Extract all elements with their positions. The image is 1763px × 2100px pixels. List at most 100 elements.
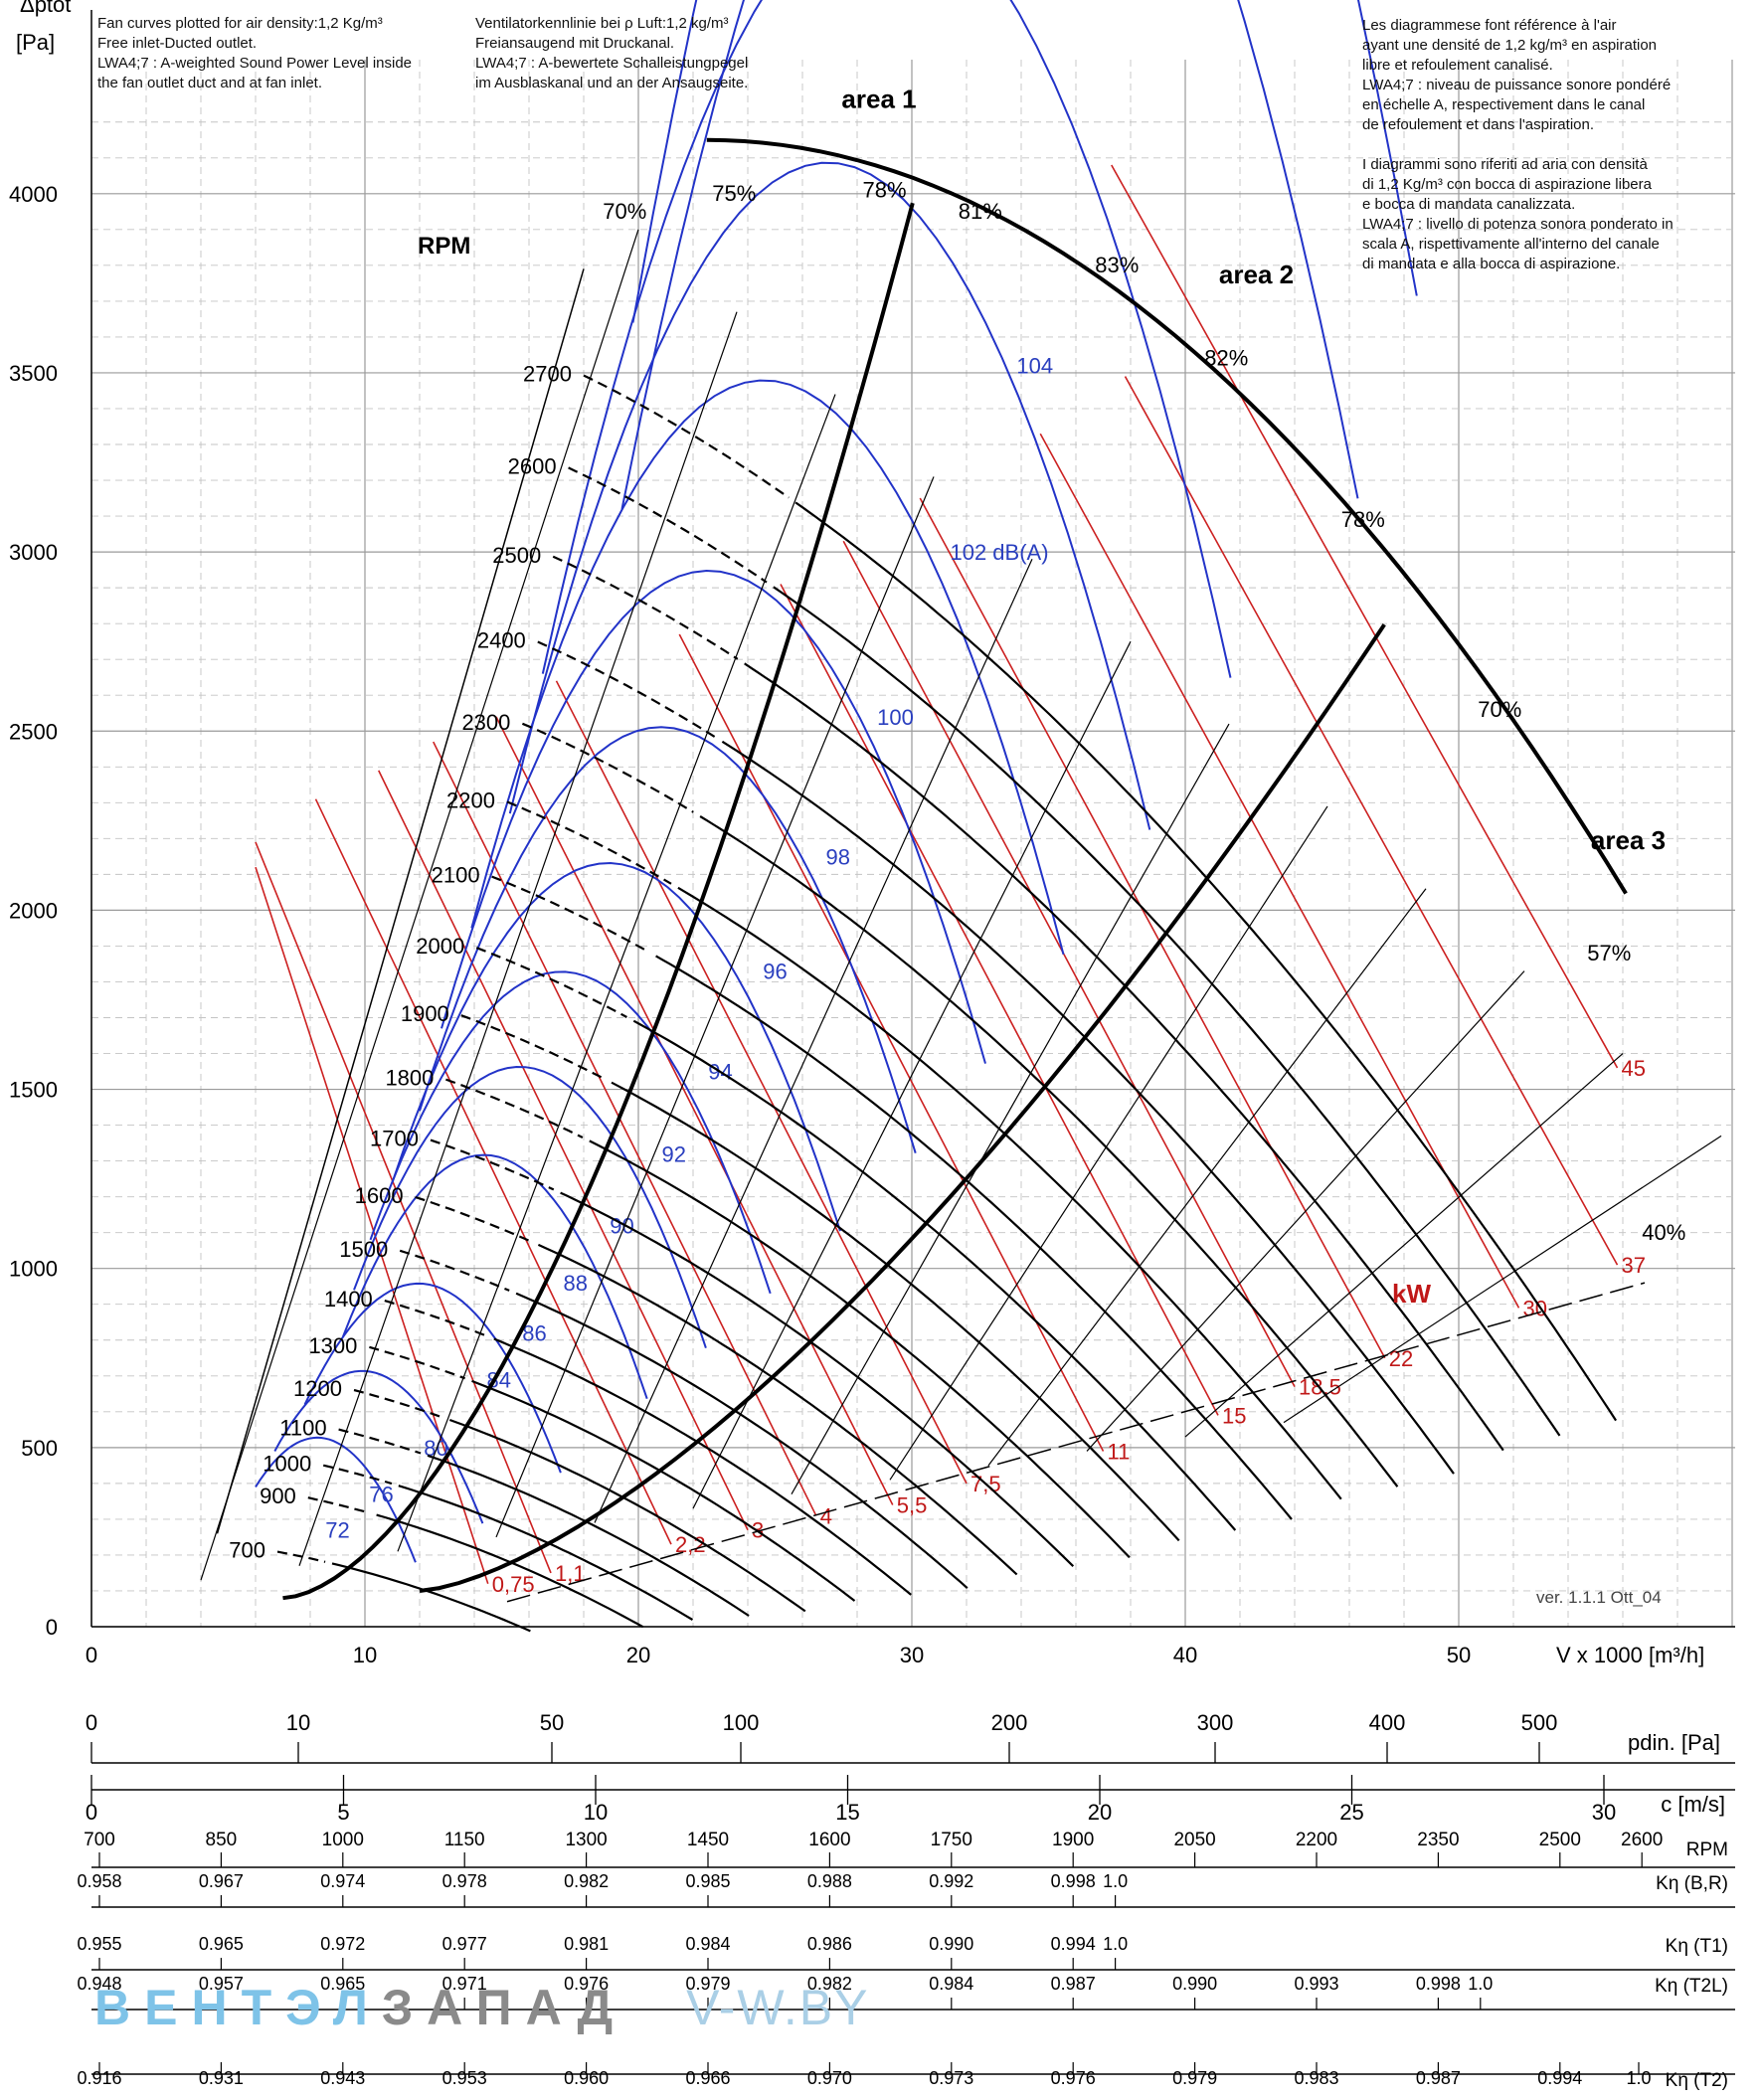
power-line bbox=[780, 584, 1219, 1416]
power-line bbox=[378, 770, 749, 1531]
rpm-curve bbox=[398, 1485, 694, 1621]
power-label: 22 bbox=[1389, 1346, 1413, 1371]
k-row-value: 0.987 bbox=[1416, 2068, 1461, 2088]
c-tick-label: 5 bbox=[337, 1800, 349, 1825]
k-row-value: 0.979 bbox=[685, 1974, 730, 1994]
k-row-value: 0.981 bbox=[564, 1934, 609, 1954]
rpm-label: 1300 bbox=[308, 1333, 357, 1358]
x-tick-label: 20 bbox=[626, 1643, 650, 1667]
watermark-part1: ВЕНТЭЛ bbox=[94, 1980, 382, 2035]
sound-label: 88 bbox=[564, 1271, 588, 1296]
k-row-value: 0.967 bbox=[199, 1871, 244, 1891]
pdin-tick-label: 50 bbox=[540, 1710, 564, 1735]
sound-curve bbox=[508, 161, 1151, 830]
rpm-scale-tick-label: 2500 bbox=[1539, 1830, 1581, 1850]
k-row-value: 0.955 bbox=[77, 1934, 121, 1954]
system-line bbox=[200, 229, 639, 1581]
k-row-value: 0.957 bbox=[199, 1974, 244, 1994]
power-label: 11 bbox=[1108, 1439, 1131, 1464]
power-line bbox=[255, 866, 489, 1585]
rpm-curve bbox=[331, 1562, 531, 1633]
c-label: c [m/s] bbox=[1661, 1792, 1725, 1817]
rpm-label: 1500 bbox=[339, 1237, 388, 1262]
rpm-scale-label: RPM bbox=[1686, 1839, 1728, 1860]
rpm-scale-tick-label: 2600 bbox=[1621, 1830, 1663, 1850]
watermark-part3: V-W.BY bbox=[686, 1980, 870, 2035]
k-row-value: 0.916 bbox=[77, 2068, 121, 2088]
rpm-curve bbox=[699, 815, 1399, 1488]
pdin-tick-label: 300 bbox=[1197, 1710, 1234, 1735]
k-row-value: 0.984 bbox=[929, 1974, 973, 1994]
rpm-label: 1800 bbox=[385, 1066, 434, 1091]
left-boundary bbox=[216, 268, 585, 1534]
power-line bbox=[678, 633, 1105, 1452]
y-tick-label: 1000 bbox=[9, 1257, 58, 1282]
sound-curve bbox=[342, 1153, 648, 1400]
kw-label: kW bbox=[1392, 1279, 1431, 1309]
pdin-tick-label: 0 bbox=[86, 1710, 97, 1735]
area-envelope bbox=[706, 137, 1628, 895]
efficiency-label: 57% bbox=[1587, 941, 1631, 965]
efficiency-label: 75% bbox=[712, 181, 756, 206]
rpm-scale-tick-label: 700 bbox=[84, 1830, 115, 1850]
k-row-label: Kη (T1) bbox=[1666, 1936, 1728, 1957]
rpm-curve bbox=[611, 1081, 1180, 1542]
rpm-curve-dashed bbox=[552, 555, 739, 660]
rpm-scale-tick-label: 850 bbox=[206, 1830, 238, 1850]
rpm-label: 2600 bbox=[508, 453, 557, 478]
k-row-value: 0.971 bbox=[442, 1974, 487, 1994]
x-axis-label: V x 1000 [m³/h] bbox=[1556, 1643, 1704, 1667]
rpm-scale-tick-label: 1300 bbox=[565, 1830, 607, 1850]
c-tick-label: 15 bbox=[835, 1800, 859, 1825]
k-row-value: 0.979 bbox=[1172, 2068, 1217, 2088]
rpm-curve bbox=[655, 955, 1293, 1520]
area-label: area 3 bbox=[1591, 825, 1666, 855]
y-tick-label: 4000 bbox=[9, 182, 58, 207]
rpm-scale-tick-label: 2050 bbox=[1173, 1830, 1215, 1850]
k-row-label: Kη (T2L) bbox=[1655, 1976, 1728, 1997]
k-row-value: 0.931 bbox=[199, 2068, 244, 2088]
k-row-label: Kη (B,R) bbox=[1656, 1873, 1728, 1894]
sound-label: 76 bbox=[369, 1483, 393, 1507]
pdin-tick-label: 200 bbox=[991, 1710, 1028, 1735]
rpm-curve bbox=[721, 740, 1455, 1475]
k-row-value: 0.966 bbox=[685, 2068, 730, 2088]
k-row-value: 0.990 bbox=[929, 1934, 973, 1954]
version-label: ver. 1.1.1 Ott_04 bbox=[1536, 1588, 1662, 1607]
power-line bbox=[842, 540, 1296, 1387]
y-tick-label: 0 bbox=[46, 1615, 58, 1640]
k-row-value: 0.998 bbox=[1416, 1974, 1461, 1994]
rpm-curve bbox=[427, 1454, 750, 1617]
c-tick-label: 25 bbox=[1339, 1800, 1363, 1825]
k-row-value: 0.998 bbox=[1051, 1871, 1096, 1891]
rpm-scale-tick-label: 1750 bbox=[931, 1830, 972, 1850]
k-row-label: Kη (T2) bbox=[1666, 2070, 1728, 2091]
power-label: 1,1 bbox=[555, 1561, 586, 1586]
power-line bbox=[1039, 433, 1520, 1309]
rpm-label: 1000 bbox=[263, 1452, 311, 1477]
note-english: Fan curves plotted for air density:1,2 K… bbox=[97, 15, 413, 91]
rpm-curve-dashed bbox=[415, 1195, 532, 1243]
system-line bbox=[298, 311, 738, 1566]
efficiency-label: 70% bbox=[1478, 697, 1521, 722]
power-label: 5,5 bbox=[897, 1492, 928, 1517]
c-tick-label: 30 bbox=[1592, 1800, 1616, 1825]
sound-curve bbox=[631, 0, 1418, 323]
k-row-value: 0.978 bbox=[442, 1871, 487, 1891]
k-row-value: 0.986 bbox=[807, 1934, 852, 1954]
efficiency-label: 81% bbox=[959, 199, 1002, 224]
area-label: area 1 bbox=[841, 84, 916, 113]
system-line bbox=[692, 640, 1132, 1509]
efficiency-label: 70% bbox=[603, 199, 646, 224]
rpm-title: RPM bbox=[418, 233, 470, 260]
k-row-value: 0.960 bbox=[564, 2068, 609, 2088]
y-axis-unit: [Pa] bbox=[16, 30, 55, 55]
x-tick-label: 50 bbox=[1447, 1643, 1471, 1667]
note-german: Ventilatorkennlinie bei ρ Luft:1,2 kg/m³… bbox=[475, 15, 749, 91]
k-row-value: 0.994 bbox=[1537, 2068, 1582, 2088]
pdin-label: pdin. [Pa] bbox=[1628, 1730, 1720, 1755]
rpm-label: 2300 bbox=[461, 710, 510, 735]
rpm-curve-dashed bbox=[583, 374, 790, 499]
rpm-scale-tick-label: 1450 bbox=[687, 1830, 729, 1850]
area-boundary-2 bbox=[419, 623, 1386, 1593]
